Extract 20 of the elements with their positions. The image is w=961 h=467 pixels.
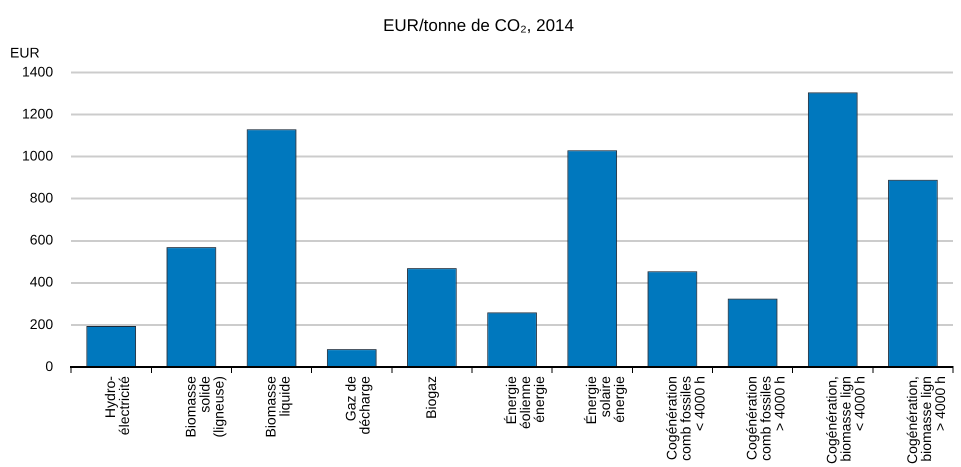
- x-tick-label: Hydro- électricité: [102, 376, 132, 436]
- x-tick-label: Énergie solaire énergie: [583, 376, 628, 424]
- y-tick-label: 1000: [22, 147, 54, 164]
- y-tick-label: 1400: [22, 63, 54, 80]
- y-tick-label: 200: [30, 316, 54, 332]
- y-axis-title: EUR: [10, 44, 40, 60]
- y-tick-label: 1200: [22, 105, 54, 122]
- y-tick-label: 800: [30, 190, 54, 206]
- x-tick-label: Biogaz: [422, 376, 439, 419]
- y-tick-label: 0: [45, 358, 54, 374]
- x-tick-label: Biomasse solide (ligneuse): [182, 376, 226, 438]
- y-tick-label: 400: [30, 274, 54, 290]
- x-tick-label: Gaz de décharge: [342, 376, 373, 434]
- x-tick-label: Cogénération, biomasse lign > 4000 h: [904, 376, 948, 464]
- x-tick-label: Cogénération, biomasse lign < 4000 h: [824, 376, 868, 464]
- chart-title: EUR/tonne de CO₂, 2014: [383, 16, 574, 35]
- x-tick-label: Cogénération comb fossiles > 4000 h: [743, 376, 788, 461]
- y-tick-label: 600: [30, 232, 54, 248]
- x-tick-label: Énergie éolienne énergie: [502, 376, 547, 429]
- x-tick-label: Biomasse liquide: [262, 376, 292, 438]
